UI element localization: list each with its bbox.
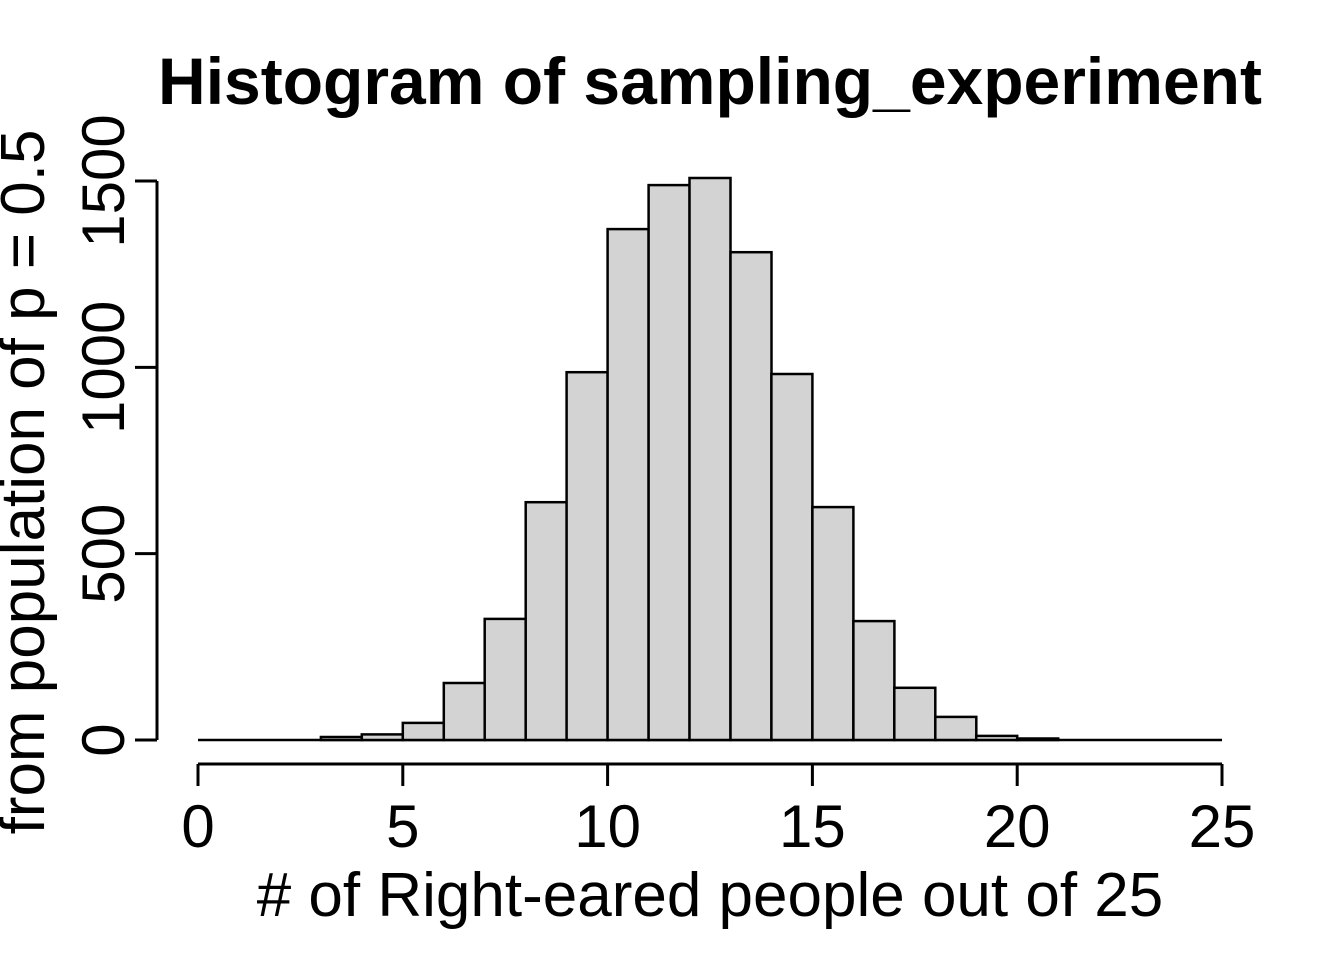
y-tick-label: 1500	[70, 114, 137, 247]
y-tick-label: 500	[70, 504, 137, 604]
x-tick-label: 15	[779, 793, 846, 860]
histogram-bar	[360, 733, 405, 742]
x-tick-label: 25	[1189, 793, 1256, 860]
histogram-bars	[319, 176, 1060, 742]
y-tick-label: 1000	[70, 301, 137, 434]
x-tick-label: 0	[181, 793, 214, 860]
histogram-bar	[647, 183, 691, 742]
histogram-bar	[483, 617, 527, 742]
histogram-bar	[770, 372, 814, 742]
x-axis	[196, 762, 1224, 786]
histogram-bar	[1015, 737, 1060, 742]
x-tick-label: 10	[574, 793, 641, 860]
histogram-bar	[974, 734, 1019, 742]
histogram-bar	[565, 370, 609, 742]
histogram-bar	[934, 715, 978, 742]
histogram-bar	[442, 681, 487, 742]
y-tick-labels: 0 500 1000 1500	[70, 114, 137, 756]
x-tick-labels: 0 5 10 15 20 25	[181, 793, 1255, 860]
y-axis	[135, 179, 159, 742]
histogram-bar	[401, 721, 446, 742]
histogram-bar	[729, 250, 773, 742]
histogram-bar	[606, 227, 650, 742]
x-axis-label: # of Right-eared people out of 25	[257, 861, 1164, 930]
histogram-bar	[524, 500, 568, 742]
x-tick-label: 20	[984, 793, 1051, 860]
y-tick-label: 0	[70, 723, 137, 756]
histogram-bar	[811, 505, 855, 742]
x-tick-label: 5	[386, 793, 419, 860]
y-axis-label: from population of p = 0.5	[0, 130, 58, 835]
histogram-bar	[688, 176, 732, 742]
histogram-bar	[893, 686, 937, 742]
chart-title: Histogram of sampling_experiment	[158, 44, 1262, 118]
histogram-bar	[319, 735, 364, 742]
histogram-bar	[852, 619, 896, 742]
